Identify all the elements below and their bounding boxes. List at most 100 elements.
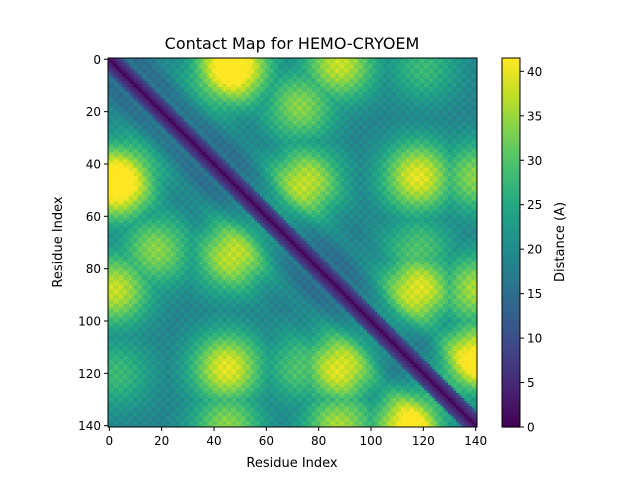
colorbar-segment: [502, 273, 520, 277]
colorbar-segment: [502, 248, 520, 253]
colorbar-segment: [502, 79, 520, 84]
colorbar-segment: [502, 300, 520, 305]
colorbar-segment: [502, 205, 520, 210]
colorbar-segment: [502, 165, 520, 170]
colorbar-segment: [502, 131, 520, 136]
colorbar-segment: [502, 82, 520, 87]
x-tick-label: 120: [412, 434, 435, 448]
x-tick-label: 140: [464, 434, 487, 448]
x-tick-label: 20: [154, 434, 169, 448]
x-tick-label: 60: [259, 434, 274, 448]
colorbar-segment: [502, 270, 520, 274]
colorbar-segment: [502, 353, 520, 357]
colorbar-tick-label: 5: [527, 376, 535, 390]
colorbar-segment: [502, 110, 520, 114]
colorbar-segment: [502, 297, 520, 302]
colorbar-segment: [502, 350, 520, 354]
colorbar-segment: [502, 347, 520, 351]
colorbar-segment: [502, 288, 520, 293]
colorbar-segment: [502, 285, 520, 290]
colorbar-segment: [502, 383, 520, 388]
colorbar-tick-label: 25: [527, 198, 542, 212]
x-axis-label: Residue Index: [246, 456, 338, 471]
x-tick-label: 40: [206, 434, 221, 448]
colorbar-segment: [502, 362, 520, 367]
colorbar-segment: [502, 264, 520, 268]
colorbar-segment: [502, 233, 520, 237]
colorbar-segment: [502, 334, 520, 339]
colorbar-segment: [502, 245, 520, 250]
colorbar-segment: [502, 377, 520, 382]
chart-title: Contact Map for HEMO-CRYOEM: [165, 34, 420, 53]
colorbar-segment: [502, 128, 520, 133]
colorbar-segment: [502, 414, 520, 419]
colorbar-segment: [502, 196, 520, 201]
colorbar-segment: [502, 402, 520, 407]
colorbar-segment: [502, 58, 520, 62]
colorbar-segment: [502, 331, 520, 336]
colorbar-segment: [502, 64, 520, 68]
colorbar-segment: [502, 239, 520, 244]
colorbar-segment: [502, 73, 520, 78]
x-tick-label: 0: [105, 434, 113, 448]
colorbar-segment: [502, 365, 520, 370]
colorbar-segment: [502, 153, 520, 157]
colorbar-segment: [502, 181, 520, 185]
y-tick-label: 80: [86, 262, 101, 276]
colorbar-segment: [502, 294, 520, 299]
colorbar-segment: [502, 368, 520, 373]
colorbar-segment: [502, 260, 520, 265]
colorbar-segment: [502, 134, 520, 139]
x-tick-label: 80: [311, 434, 326, 448]
y-tick-label: 120: [78, 367, 101, 381]
colorbar-segment: [502, 417, 520, 422]
colorbar-segment: [502, 310, 520, 314]
colorbar-segment: [502, 387, 520, 391]
colorbar-segment: [502, 279, 520, 284]
y-axis-label: Residue Index: [51, 196, 66, 288]
colorbar-segment: [502, 356, 520, 360]
colorbar-segment: [502, 67, 520, 71]
colorbar-segment: [502, 144, 520, 148]
colorbar-segment: [502, 101, 520, 105]
heatmap-area: [108, 58, 477, 427]
colorbar-segment: [502, 236, 520, 241]
colorbar-segment: [502, 168, 520, 173]
colorbar-segment: [502, 211, 520, 216]
colorbar-segment: [502, 187, 520, 191]
colorbar-segment: [502, 125, 520, 130]
colorbar-segment: [502, 162, 520, 167]
colorbar-tick-label: 20: [527, 243, 542, 257]
colorbar-segment: [502, 313, 520, 317]
colorbar-segment: [502, 322, 520, 327]
colorbar-segment: [502, 307, 520, 311]
colorbar-segment: [502, 251, 520, 256]
heatmap-image: [108, 58, 477, 427]
colorbar-segment: [502, 390, 520, 394]
colorbar-segment: [502, 319, 520, 324]
colorbar-segment: [502, 122, 520, 127]
y-tick-label: 100: [78, 315, 101, 329]
colorbar-segment: [502, 224, 520, 228]
colorbar-segment: [502, 190, 520, 194]
colorbar-segment: [502, 267, 520, 271]
colorbar-segment: [502, 257, 520, 262]
colorbar-segment: [502, 116, 520, 121]
colorbar-segment: [502, 177, 520, 182]
x-tick-label: 100: [360, 434, 383, 448]
colorbar-tick-label: 0: [527, 421, 535, 435]
colorbar-segment: [502, 304, 520, 308]
colorbar-segment: [502, 88, 520, 93]
colorbar-segment: [502, 423, 520, 428]
colorbar-segment: [502, 184, 520, 188]
colorbar-ticks: 0 5 10 15 20 25 30 35 40: [520, 65, 542, 435]
colorbar-segment: [502, 107, 520, 111]
colorbar-segment: [502, 408, 520, 413]
colorbar-segment: [502, 343, 520, 348]
colorbar-segment: [502, 70, 520, 74]
y-tick-label: 140: [78, 419, 101, 433]
colorbar-segment: [502, 94, 520, 99]
colorbar-segment: [502, 91, 520, 96]
colorbar-segment: [502, 420, 520, 425]
y-tick-label: 0: [93, 53, 101, 67]
